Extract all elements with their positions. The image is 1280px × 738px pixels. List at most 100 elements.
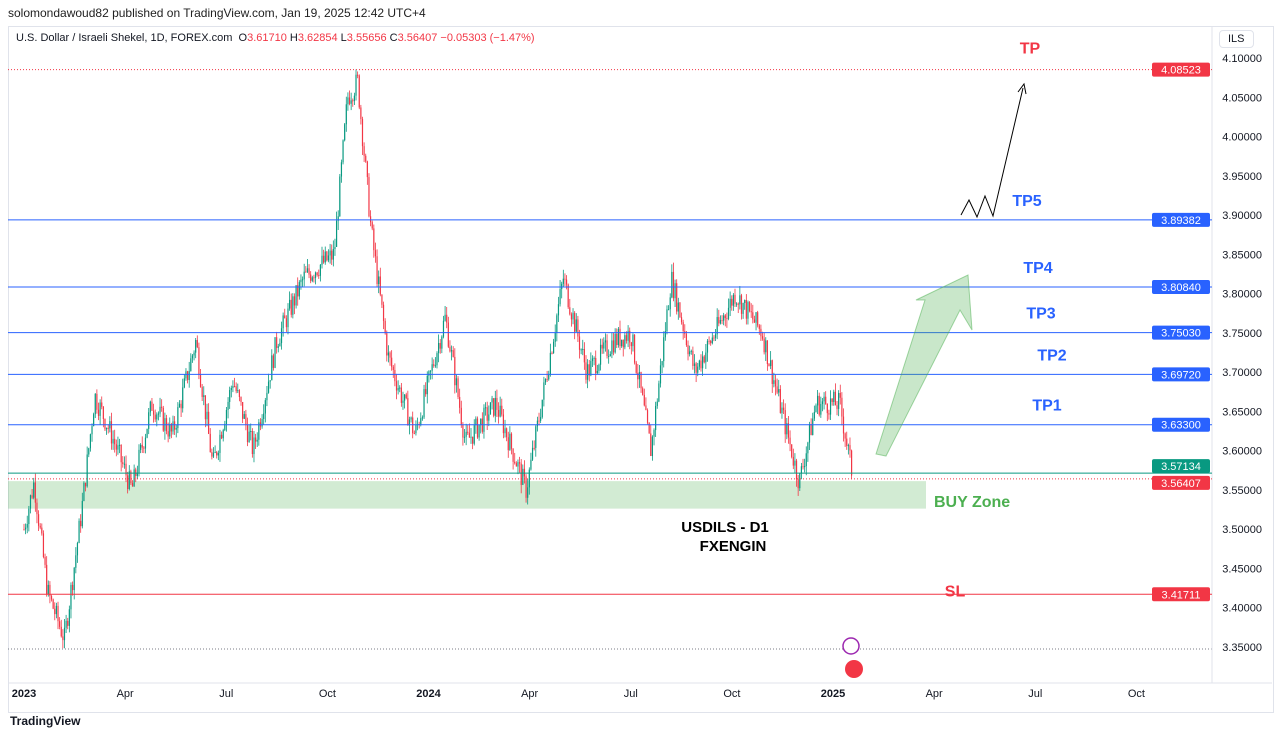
- candle-body: [366, 161, 368, 178]
- candle-body: [39, 525, 41, 528]
- candle-body: [195, 340, 197, 353]
- currency-button[interactable]: ILS: [1219, 30, 1254, 48]
- candle-body: [512, 448, 514, 462]
- candle-body: [89, 434, 92, 449]
- candle-body: [553, 341, 555, 354]
- candle-body: [823, 396, 825, 402]
- candle-body: [141, 444, 143, 448]
- candle-body: [391, 357, 393, 367]
- y-tick-label: 3.45000: [1222, 563, 1262, 575]
- candle-body: [73, 567, 75, 591]
- y-tick-label: 3.60000: [1222, 446, 1262, 458]
- candle-body: [136, 472, 138, 476]
- candle-body: [502, 414, 504, 434]
- candle-body: [833, 391, 835, 402]
- candle-body: [161, 406, 163, 408]
- candle-body: [329, 250, 331, 256]
- candle-body: [588, 364, 590, 376]
- price-label: 3.80840: [1161, 282, 1201, 294]
- candle-body: [293, 296, 296, 306]
- candle-body: [308, 268, 310, 275]
- candle-body: [472, 436, 474, 444]
- candle-body: [692, 350, 694, 366]
- candle-body: [378, 276, 380, 285]
- candle-body: [739, 295, 741, 305]
- candle-body: [384, 320, 386, 334]
- candle-body: [290, 299, 292, 315]
- candle-body: [29, 495, 32, 509]
- candle-body: [219, 434, 221, 453]
- candle-body: [642, 388, 644, 395]
- candle-body: [327, 255, 330, 261]
- candle-body: [771, 360, 773, 384]
- price-label-bg: [1152, 367, 1210, 382]
- candle-body: [768, 363, 770, 366]
- x-tick-label: Jul: [624, 688, 638, 700]
- candle-body: [360, 107, 362, 119]
- candle-body: [578, 336, 581, 350]
- candle-body: [570, 314, 573, 320]
- candle-body: [83, 482, 85, 501]
- candle-body: [625, 335, 628, 341]
- candle-body: [548, 373, 550, 380]
- candle-body: [117, 445, 119, 450]
- candle-body: [572, 312, 574, 320]
- candle-body: [114, 438, 116, 445]
- candle-body: [59, 621, 61, 627]
- candle-body: [146, 428, 148, 438]
- y-tick-label: 4.00000: [1222, 132, 1262, 144]
- candle-body: [227, 401, 229, 410]
- candle-body: [527, 487, 529, 498]
- candle-body: [726, 318, 728, 320]
- candle-body: [463, 436, 466, 438]
- candle-body: [71, 584, 74, 591]
- candle-body: [358, 75, 360, 108]
- candle-body: [297, 285, 299, 297]
- candle-body: [724, 315, 726, 319]
- candle-body: [700, 360, 702, 369]
- candle-body: [159, 406, 161, 414]
- candle-body: [86, 454, 88, 487]
- candle-body: [518, 462, 521, 464]
- y-tick-label: 3.55000: [1222, 485, 1262, 497]
- candle-body: [68, 609, 70, 626]
- candle-body: [387, 352, 390, 356]
- candle-body: [483, 407, 485, 432]
- candle-body: [298, 282, 300, 297]
- candle-body: [404, 394, 406, 401]
- candle-body: [238, 390, 241, 398]
- chart-subtitle: FXENGIN: [700, 538, 767, 555]
- candle-body: [49, 584, 51, 597]
- candle-body: [186, 371, 189, 381]
- x-tick-label: Oct: [319, 688, 336, 700]
- candle-body: [199, 374, 202, 387]
- brand-text: TradingView: [10, 714, 81, 728]
- candle-body: [486, 407, 488, 421]
- candle-body: [789, 437, 791, 445]
- candle-body: [84, 482, 87, 487]
- candle-body: [447, 322, 449, 347]
- candle-body: [489, 402, 492, 415]
- candle-body: [157, 413, 160, 415]
- candle-body: [26, 524, 28, 528]
- candle-body: [679, 302, 681, 318]
- candle-body: [369, 216, 372, 223]
- candle-body: [118, 444, 121, 446]
- candle-body: [805, 453, 807, 467]
- candle-body: [434, 365, 436, 367]
- candle-body: [220, 434, 223, 439]
- candle-body: [80, 520, 82, 527]
- candle-body: [413, 433, 415, 435]
- candle-body: [267, 381, 270, 393]
- candle-body: [125, 463, 127, 476]
- candle-body: [590, 361, 592, 376]
- candle-body: [279, 343, 281, 347]
- y-tick-label: 3.75000: [1222, 328, 1262, 340]
- price-label-bg: [1152, 475, 1210, 490]
- candle-body: [501, 405, 503, 415]
- candle-body: [324, 251, 326, 263]
- candle-body: [217, 452, 219, 456]
- candle-body: [232, 386, 234, 388]
- candle-body: [846, 438, 848, 446]
